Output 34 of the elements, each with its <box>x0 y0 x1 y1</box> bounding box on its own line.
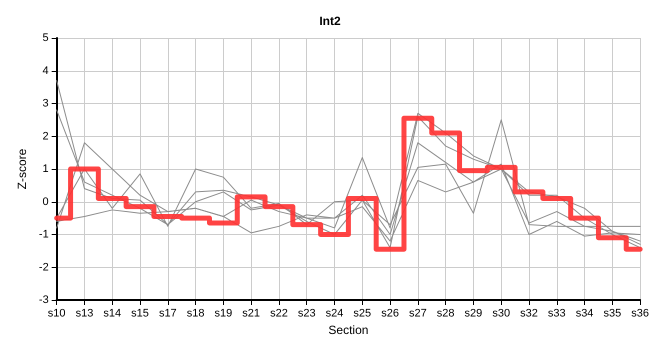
x-tick-label: s15 <box>131 308 149 320</box>
x-tick-label: s18 <box>186 308 204 320</box>
y-tick-label: -1 <box>38 228 49 240</box>
x-tick-label: s28 <box>436 308 455 320</box>
x-tick-label: s24 <box>326 308 344 320</box>
x-tick-label: s23 <box>298 308 316 320</box>
x-tick-label: s34 <box>576 308 594 320</box>
x-tick-label: s27 <box>408 308 427 320</box>
x-axis-title: Section <box>328 322 368 337</box>
x-tick-label: s29 <box>464 308 482 320</box>
y-axis-title: Z-score <box>15 148 29 190</box>
y-tick-label: -2 <box>38 261 49 274</box>
x-tick-label: s19 <box>214 308 232 320</box>
x-tick-label: s32 <box>520 308 538 320</box>
y-tick-label: 0 <box>42 196 49 208</box>
y-tick-label: 4 <box>42 64 49 77</box>
y-tick-label: 5 <box>42 32 49 44</box>
x-tick-label: s25 <box>353 308 372 320</box>
x-tick-label: s22 <box>270 308 288 320</box>
y-tick-label: 2 <box>42 130 49 142</box>
x-tick-label: s30 <box>492 308 510 320</box>
x-tick-label: s26 <box>381 308 399 320</box>
x-tick-label: s13 <box>76 308 94 320</box>
y-tick-label: -3 <box>38 294 49 306</box>
chart-title: Int2 <box>319 14 341 28</box>
y-tick-label: 3 <box>42 98 49 110</box>
y-tick-label: 1 <box>42 163 49 175</box>
x-tick-label: s10 <box>48 308 66 320</box>
x-tick-label: s17 <box>158 308 177 320</box>
x-tick-label: s21 <box>242 308 260 320</box>
x-tick-label: s36 <box>631 308 650 320</box>
x-tick-label: s35 <box>603 308 622 320</box>
x-tick-label: s14 <box>103 308 122 320</box>
x-tick-label: s33 <box>548 308 566 320</box>
